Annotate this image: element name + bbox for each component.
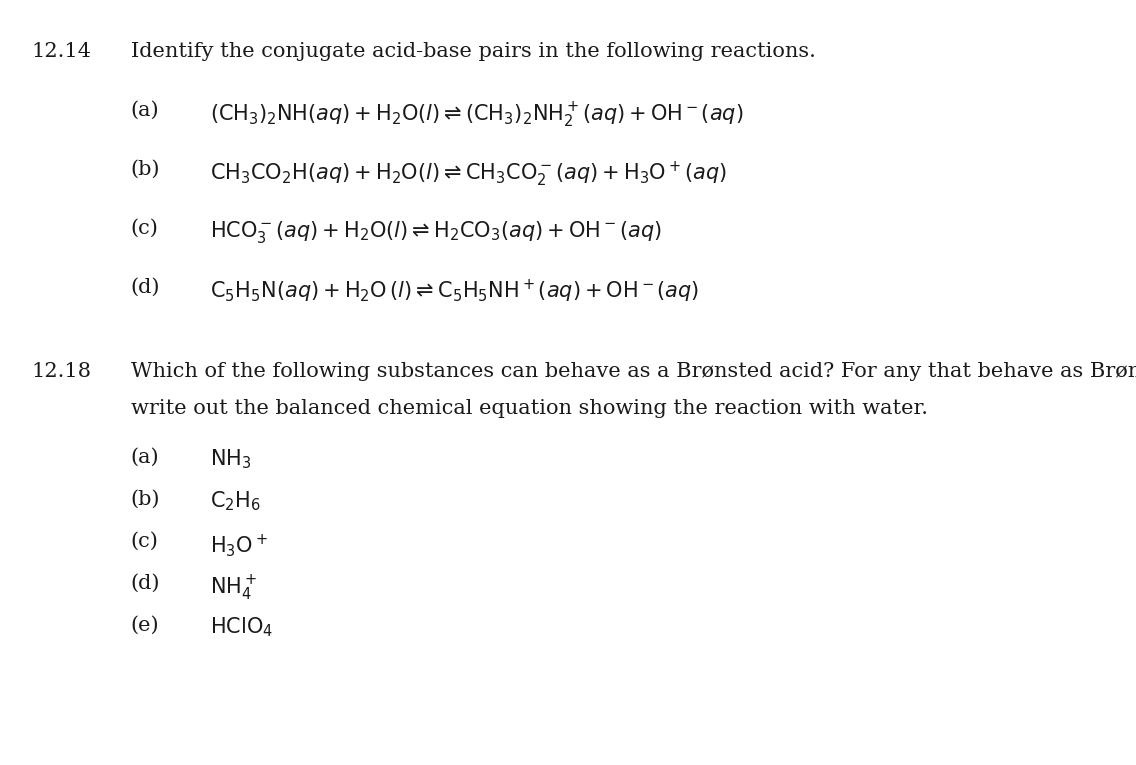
Text: Which of the following substances can behave as a Brønsted acid? For any that be: Which of the following substances can be… xyxy=(131,362,1136,381)
Text: $\mathrm{CH_3CO_2H}(aq) + \mathrm{H_2O}(l) \rightleftharpoons \mathrm{CH_3CO_2^-: $\mathrm{CH_3CO_2H}(aq) + \mathrm{H_2O}(… xyxy=(210,160,727,189)
Text: $\mathrm{C_2H_6}$: $\mathrm{C_2H_6}$ xyxy=(210,490,261,513)
Text: $\mathrm{NH_4^+}$: $\mathrm{NH_4^+}$ xyxy=(210,574,257,603)
Text: (c): (c) xyxy=(131,219,159,238)
Text: (a): (a) xyxy=(131,101,159,120)
Text: (a): (a) xyxy=(131,448,159,467)
Text: $(\mathrm{CH_3})_2\mathrm{NH}(aq) + \mathrm{H_2O}(l) \rightleftharpoons (\mathrm: $(\mathrm{CH_3})_2\mathrm{NH}(aq) + \mat… xyxy=(210,101,744,130)
Text: $\mathrm{NH_3}$: $\mathrm{NH_3}$ xyxy=(210,448,252,471)
Text: (b): (b) xyxy=(131,160,160,179)
Text: $\mathrm{HCO_3^-}(aq) + \mathrm{H_2O}(l) \rightleftharpoons \mathrm{H_2CO_3}(aq): $\mathrm{HCO_3^-}(aq) + \mathrm{H_2O}(l)… xyxy=(210,219,662,245)
Text: $\mathrm{HClO_4}$: $\mathrm{HClO_4}$ xyxy=(210,616,274,640)
Text: 12.18: 12.18 xyxy=(32,362,92,381)
Text: Identify the conjugate acid-base pairs in the following reactions.: Identify the conjugate acid-base pairs i… xyxy=(131,42,816,61)
Text: $\mathrm{H_3O^+}$: $\mathrm{H_3O^+}$ xyxy=(210,532,268,558)
Text: (d): (d) xyxy=(131,574,160,593)
Text: (c): (c) xyxy=(131,532,159,551)
Text: write out the balanced chemical equation showing the reaction with water.: write out the balanced chemical equation… xyxy=(131,399,928,418)
Text: (b): (b) xyxy=(131,490,160,509)
Text: (d): (d) xyxy=(131,278,160,297)
Text: $\mathrm{C_5H_5N}(aq) + \mathrm{H_2O}\,(l) \rightleftharpoons \mathrm{C_5H_5NH^+: $\mathrm{C_5H_5N}(aq) + \mathrm{H_2O}\,(… xyxy=(210,278,700,305)
Text: 12.14: 12.14 xyxy=(32,42,92,61)
Text: (e): (e) xyxy=(131,616,159,635)
